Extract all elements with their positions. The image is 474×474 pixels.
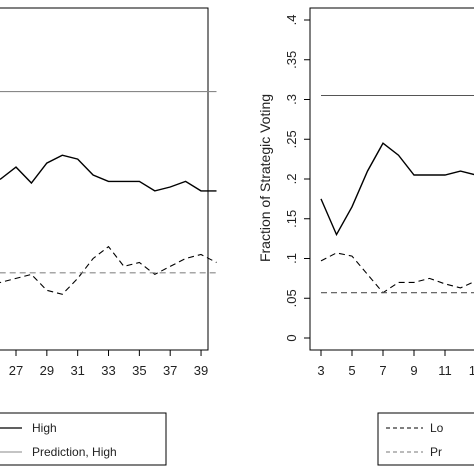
legend-label-pr: Pr (430, 445, 442, 459)
left-x-tick-label: 35 (132, 363, 146, 378)
right-y-tick-label: .1 (284, 253, 299, 264)
right-y-tick-label: .2 (284, 174, 299, 185)
right-y-axis: 0 .05 .1 .15 .2 .25 .3 .35 .4 (284, 15, 310, 342)
right-y-tick-label: .15 (284, 210, 299, 228)
right-plot-area (320, 94, 474, 294)
left-plot-area (0, 91, 217, 295)
legend-label-prediction-high: Prediction, High (32, 445, 117, 459)
right-y-tick-label: 0 (284, 334, 299, 341)
left-legend-box (0, 412, 167, 466)
right-x-tick-label: 3 (317, 363, 324, 378)
right-x-tick-label: 11 (438, 363, 452, 378)
right-x-tick-label: 5 (348, 363, 355, 378)
right-plot-frame (309, 7, 474, 351)
left-x-tick-label: 39 (194, 363, 208, 378)
right-y-tick-label: .3 (284, 94, 299, 105)
right-x-tick-label: 9 (410, 363, 417, 378)
left-series-line-0 (0, 154, 217, 192)
left-x-axis: 27 29 31 33 35 37 39 (9, 350, 208, 378)
right-y-tick-label: .4 (284, 15, 299, 26)
right-legend-box (377, 412, 474, 466)
left-series-line-1 (0, 245, 217, 295)
left-x-tick-label: 27 (9, 363, 23, 378)
y-axis-title: Fraction of Strategic Voting (257, 94, 273, 262)
right-x-tick-label: 13 (469, 363, 474, 378)
left-x-tick-label: 33 (101, 363, 115, 378)
right-y-tick-label: .05 (284, 289, 299, 307)
left-plot-frame (0, 7, 209, 351)
right-x-tick-label: 7 (379, 363, 386, 378)
right-y-tick-label: .25 (284, 130, 299, 148)
right-x-axis: 3 5 7 9 11 13 (317, 350, 474, 378)
right-series-line-0 (320, 142, 474, 237)
legend-label-lo: Lo (430, 421, 444, 435)
left-x-tick-label: 31 (70, 363, 84, 378)
left-x-tick-label: 37 (163, 363, 177, 378)
legend-label-high: High (32, 421, 57, 435)
right-y-tick-label: .35 (284, 51, 299, 69)
left-x-tick-label: 29 (40, 363, 54, 378)
right-series-line-1 (320, 252, 474, 294)
